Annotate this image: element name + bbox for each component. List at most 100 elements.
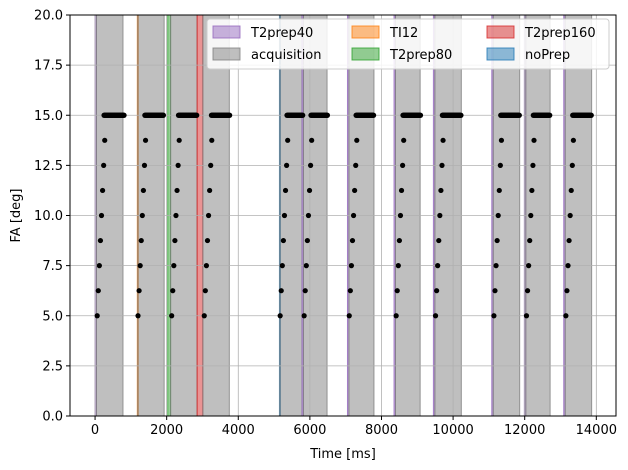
data-point	[137, 263, 143, 269]
data-point	[98, 212, 105, 219]
y-tick-label: 7.5	[42, 259, 63, 274]
data-point	[565, 263, 571, 269]
legend-swatch-ti12	[351, 25, 380, 39]
legend-label-t2prep40: T2prep40	[250, 26, 313, 41]
data-point	[531, 137, 537, 143]
data-point	[516, 112, 522, 118]
y-tick-label: 20.0	[34, 9, 63, 24]
data-point	[530, 162, 536, 168]
data-point	[398, 187, 405, 194]
y-tick-label: 10.0	[34, 209, 63, 224]
points-layer	[94, 112, 594, 319]
data-point	[102, 137, 108, 143]
data-point	[569, 162, 575, 168]
data-point	[138, 237, 144, 244]
data-point	[568, 187, 574, 194]
data-point	[281, 212, 288, 219]
data-point	[529, 187, 535, 194]
data-point	[194, 112, 200, 118]
legend-swatch-t2prep160	[486, 25, 515, 39]
data-point	[278, 288, 284, 294]
x-axis-label: Time [ms]	[309, 447, 376, 462]
y-tick-label: 12.5	[34, 159, 63, 174]
data-point	[207, 187, 213, 194]
data-point	[417, 112, 424, 118]
data-point	[588, 112, 594, 118]
legend-swatch-t2prep80	[351, 47, 380, 61]
x-tick-label: 12000	[504, 423, 545, 438]
legend-label-noprep: noPrep	[525, 48, 570, 63]
data-point	[172, 237, 178, 244]
data-point	[141, 162, 148, 168]
data-point	[171, 263, 177, 269]
data-point	[95, 288, 101, 294]
x-axis-ticks: 0 2000 4000 6000 8000 10000 12000 14000	[91, 416, 617, 438]
data-point	[436, 237, 442, 244]
x-tick-label: 10000	[432, 423, 473, 438]
data-point	[352, 187, 358, 194]
data-point	[349, 237, 356, 244]
data-point	[350, 212, 357, 219]
data-point	[346, 313, 352, 319]
data-point	[142, 137, 149, 143]
data-point	[302, 288, 308, 294]
data-point	[434, 288, 440, 294]
y-tick-label: 17.5	[34, 59, 63, 74]
data-point	[280, 237, 286, 244]
data-point	[97, 237, 104, 244]
data-point	[437, 212, 443, 219]
data-point	[209, 137, 215, 143]
data-point	[140, 187, 146, 194]
data-point	[393, 313, 399, 319]
data-point	[394, 288, 400, 294]
data-point	[94, 313, 100, 319]
x-tick-label: 4000	[222, 423, 255, 438]
data-point	[401, 137, 407, 143]
data-point	[170, 288, 176, 294]
data-point	[458, 112, 464, 118]
data-point	[440, 137, 446, 143]
data-point	[547, 112, 553, 118]
data-point	[203, 263, 210, 269]
data-point	[208, 162, 214, 168]
legend-label-t2prep160: T2prep160	[524, 26, 596, 41]
data-point	[497, 162, 503, 168]
data-point	[307, 162, 314, 168]
legend-label-ti12: TI12	[389, 26, 418, 41]
data-point	[523, 313, 530, 319]
data-point	[99, 187, 106, 194]
data-point	[395, 263, 401, 269]
data-point	[175, 162, 181, 168]
data-point	[139, 212, 145, 219]
plot-area	[70, 14, 616, 417]
data-point	[305, 212, 312, 219]
data-point	[282, 187, 289, 194]
data-point	[279, 263, 285, 269]
data-point	[396, 237, 402, 244]
data-point	[204, 237, 211, 244]
y-tick-label: 5.0	[42, 309, 63, 324]
data-point	[527, 237, 533, 244]
data-point	[101, 162, 107, 168]
data-point	[300, 112, 306, 118]
data-point	[205, 212, 212, 219]
data-point	[96, 263, 102, 269]
x-tick-label: 14000	[576, 423, 617, 438]
data-point	[495, 212, 501, 219]
legend-label-t2prep80: T2prep80	[389, 48, 452, 63]
data-point	[347, 288, 353, 294]
data-point	[202, 288, 208, 294]
data-point	[567, 212, 573, 219]
data-point	[176, 137, 182, 143]
data-point	[397, 212, 404, 219]
data-point	[303, 263, 309, 269]
data-point	[435, 263, 441, 269]
data-point	[526, 263, 532, 269]
data-point	[284, 162, 290, 168]
data-point	[301, 313, 307, 319]
data-point	[438, 187, 444, 194]
data-point	[173, 212, 179, 219]
data-point	[524, 288, 531, 294]
data-point	[570, 137, 576, 143]
